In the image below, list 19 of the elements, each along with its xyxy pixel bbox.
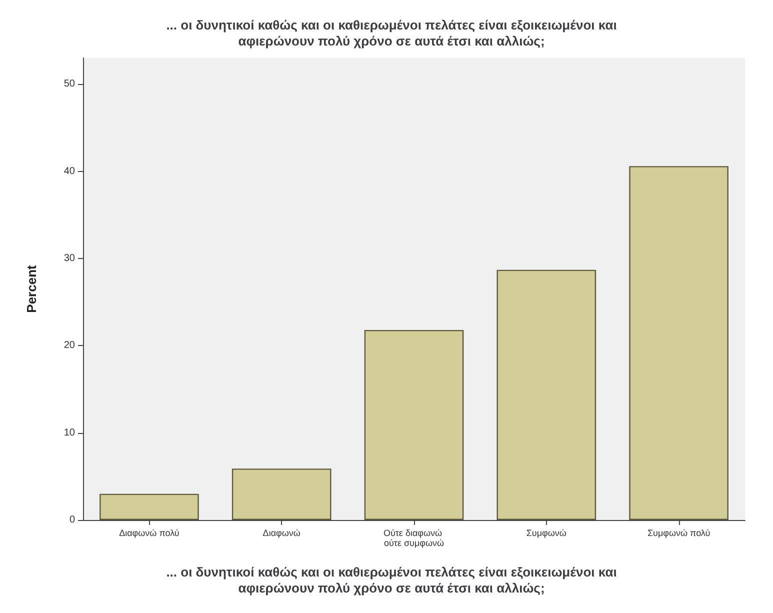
y-tick-label: 40 [64,166,76,177]
bar [629,166,728,520]
bar [232,468,332,520]
x-axis-title: ... οι δυνητικοί καθώς και οι καθιερωμένοι πελάτες είναι εξοικειωμένοι και αφιερώνουν πολύ χρόνο σε αυτά έτσι και αλλιώς; [166,564,618,596]
x-tick-label: Συμφωνώ [526,528,566,538]
bar [496,270,596,520]
x-tick-label: Διαφωνώ [262,528,300,538]
y-tick-label: 30 [64,252,76,264]
chart-title: ... οι δυνητικοί καθώς και οι καθιερωμένοι πελάτες είναι εξοικειωμένοι και αφιερώνουν πολύ χρόνο σε αυτά έτσι και αλλιώς; [166,18,618,48]
y-tick-label: 50 [64,78,76,90]
y-tick-label: 20 [64,340,76,352]
x-tick-label: Διαφωνώ πολύ [119,528,180,538]
x-tick-label: Συμφωνώ πολύ [647,528,710,538]
bar [364,330,464,520]
y-tick-label: 10 [64,427,76,438]
y-axis-title: Percent [24,264,39,313]
bar [100,494,199,520]
y-tick-label: 0 [69,514,76,526]
x-tick-label: Ούτε διαφωνώ ούτε συμφωνώ [383,528,445,548]
